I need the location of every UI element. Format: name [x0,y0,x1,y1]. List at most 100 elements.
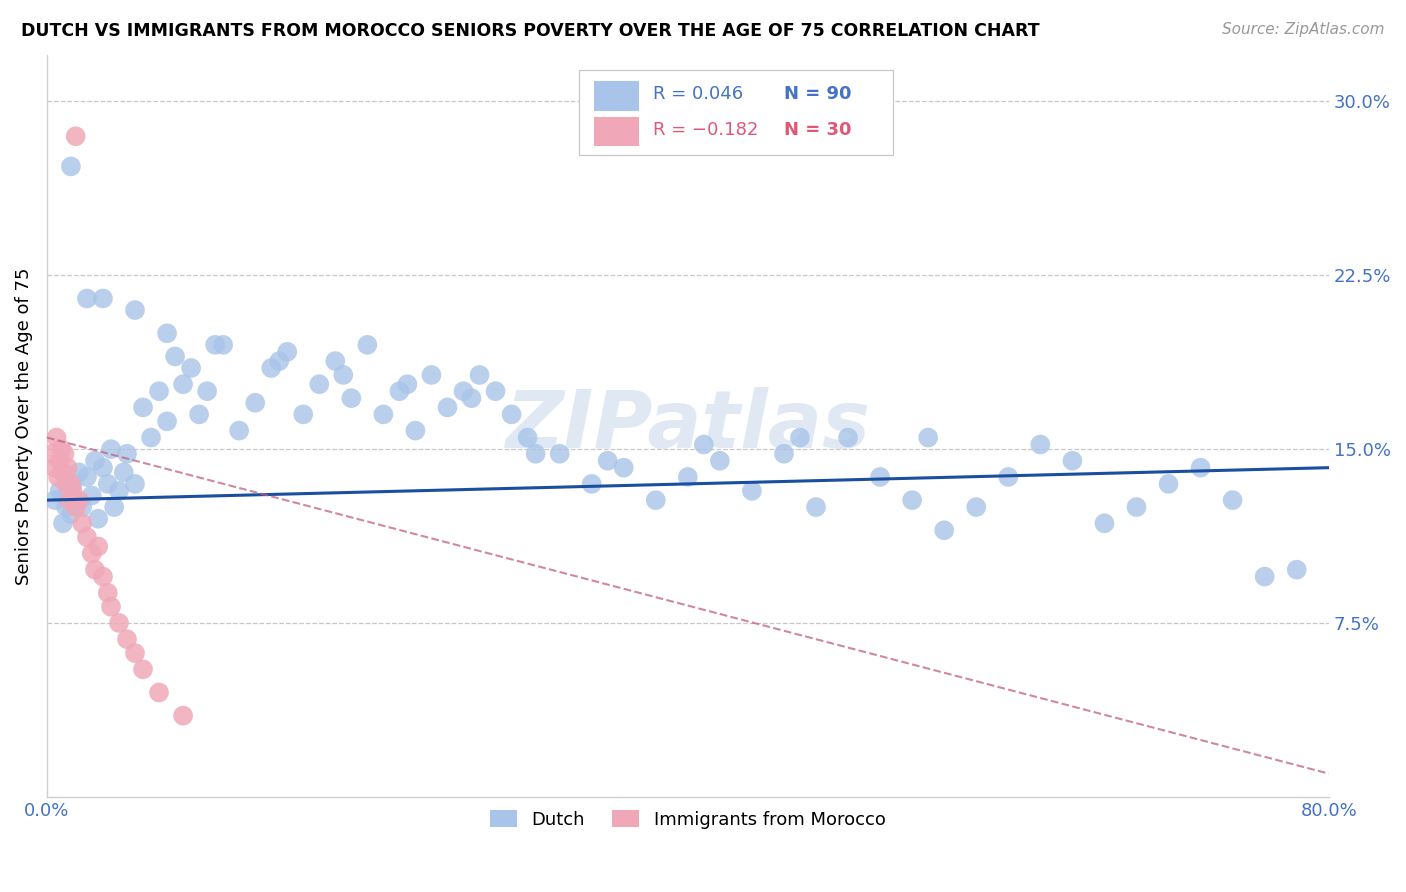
Point [396,377,419,392]
Point [70,516,93,531]
Point [501,408,523,422]
Point [613,460,636,475]
Point [156,326,179,341]
Point [276,344,298,359]
Point [195,384,218,399]
Point [676,470,699,484]
Text: ZIPatlas: ZIPatlas [505,387,870,465]
Y-axis label: Seniors Poverty Over the Age of 75: Seniors Poverty Over the Age of 75 [15,268,32,585]
Point [1189,460,1212,475]
Point [51,442,73,457]
Point [789,431,811,445]
Point [148,685,170,699]
Text: N = 90: N = 90 [785,86,852,103]
Point [837,431,859,445]
Point [41,447,63,461]
Point [1253,569,1275,583]
Point [91,460,114,475]
Point [97,586,120,600]
Point [644,493,666,508]
Point [59,476,82,491]
Point [212,338,235,352]
Point [67,493,90,508]
Point [53,447,76,461]
Point [484,384,506,399]
Point [1157,476,1180,491]
Point [1029,437,1052,451]
Point [388,384,411,399]
Point [1062,454,1084,468]
Point [76,530,98,544]
Point [965,500,987,514]
Point [44,460,66,475]
Point [917,431,939,445]
Point [97,476,120,491]
Bar [595,117,640,146]
Point [188,408,211,422]
Point [1285,563,1308,577]
Point [1222,493,1244,508]
Point [59,160,82,174]
Point [453,384,475,399]
Point [124,646,146,660]
Point [1125,500,1147,514]
Point [48,454,70,468]
Point [524,447,547,461]
Point [148,384,170,399]
Point [46,470,69,484]
Point [87,511,110,525]
Point [693,437,716,451]
Point [709,454,731,468]
Point [80,546,103,560]
Point [436,401,458,415]
Point [468,368,491,382]
Point [332,368,354,382]
Point [84,454,107,468]
Point [516,431,538,445]
Legend: Dutch, Immigrants from Morocco: Dutch, Immigrants from Morocco [482,804,893,836]
Text: Source: ZipAtlas.com: Source: ZipAtlas.com [1222,22,1385,37]
Point [356,338,378,352]
Point [581,476,603,491]
Bar [595,81,640,111]
Point [245,396,267,410]
Point [124,476,146,491]
Point [548,447,571,461]
Point [48,483,70,498]
Point [67,466,90,480]
Point [65,500,87,514]
Point [292,408,315,422]
Point [1094,516,1116,531]
Point [269,354,291,368]
Point [100,599,122,614]
Point [139,431,162,445]
Point [172,708,194,723]
Point [56,488,79,502]
Point [91,292,114,306]
Point [340,391,363,405]
Text: N = 30: N = 30 [785,121,852,139]
Point [156,414,179,428]
Point [997,470,1019,484]
Point [44,493,66,508]
Point [70,500,93,514]
Point [87,540,110,554]
Point [76,292,98,306]
Point [132,662,155,676]
Point [76,470,98,484]
Point [52,466,75,480]
Point [373,408,395,422]
Point [308,377,330,392]
Point [115,632,138,647]
Point [100,442,122,457]
Text: DUTCH VS IMMIGRANTS FROM MOROCCO SENIORS POVERTY OVER THE AGE OF 75 CORRELATION : DUTCH VS IMMIGRANTS FROM MOROCCO SENIORS… [21,22,1039,40]
Point [59,507,82,521]
Point [228,424,250,438]
Point [56,460,79,475]
Point [91,569,114,583]
Point [124,303,146,318]
Point [80,488,103,502]
Point [869,470,891,484]
Point [404,424,426,438]
Point [460,391,482,405]
